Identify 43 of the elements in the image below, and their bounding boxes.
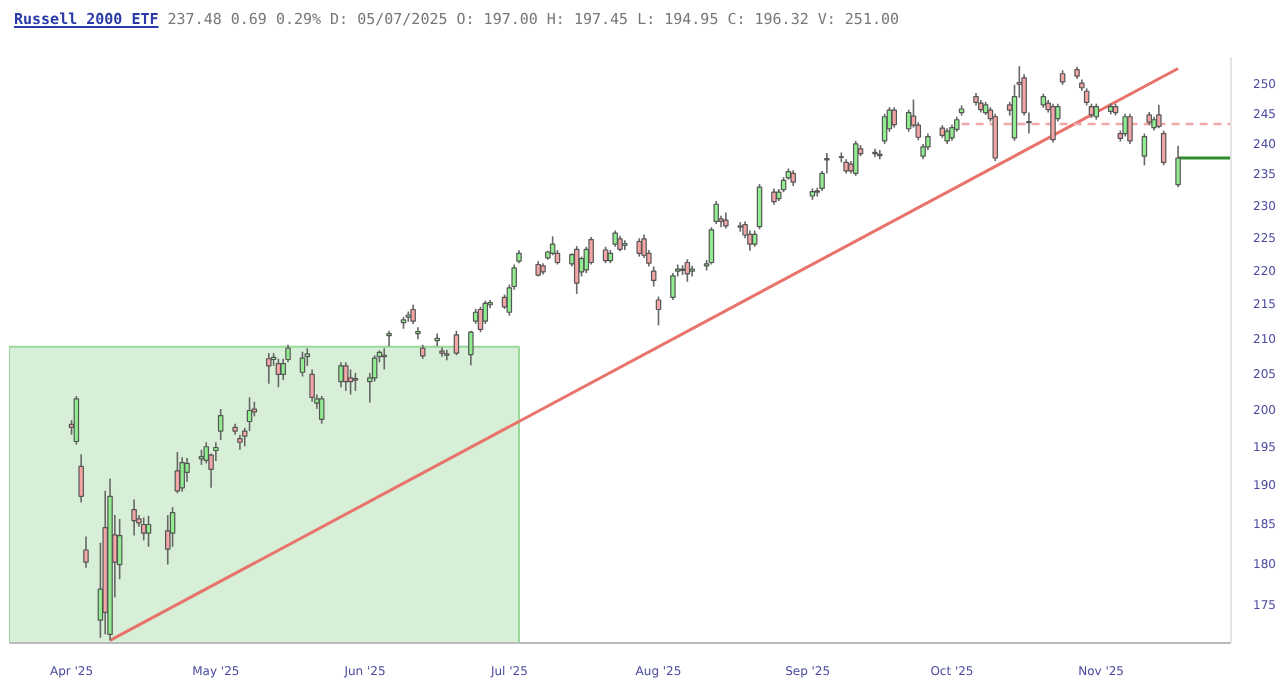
candlestick [179, 456, 185, 493]
candlestick [73, 395, 80, 446]
candlestick [386, 330, 392, 347]
candlestick [1141, 132, 1148, 167]
candlestick [145, 515, 152, 548]
candlestick [636, 237, 643, 258]
candlestick [881, 112, 888, 145]
candlestick [468, 330, 474, 366]
candlestick [203, 441, 210, 465]
candlestick [713, 200, 719, 225]
candlestick [415, 326, 421, 340]
candlestick [588, 236, 594, 266]
candlestick [309, 368, 315, 403]
candlestick [877, 149, 883, 161]
candlestick [737, 221, 744, 233]
candlestick [347, 368, 354, 396]
candlestick [670, 272, 676, 301]
candlestick [650, 265, 657, 288]
candlestick [165, 514, 171, 566]
candlestick [756, 183, 763, 230]
candlestick [1175, 144, 1181, 188]
candlestick [131, 498, 137, 537]
candlestick [338, 361, 344, 389]
candlestick [747, 229, 753, 252]
candlestick [641, 233, 647, 259]
candlestick [299, 350, 306, 378]
candlestick [217, 408, 224, 441]
candlestick [410, 303, 416, 325]
candlestick [266, 352, 272, 385]
candlestick [434, 332, 440, 347]
candlestick [891, 106, 897, 129]
candlestick [655, 295, 662, 327]
candlestick [381, 347, 388, 371]
candlestick [1122, 112, 1128, 138]
candlestick [78, 453, 84, 504]
candlestick [213, 441, 219, 462]
candlestick [549, 235, 556, 257]
candlestick [578, 255, 585, 278]
candlestick [343, 361, 349, 392]
candlestick [83, 535, 89, 569]
candlestick [708, 226, 715, 266]
candlestick [453, 330, 460, 357]
candlestick [1160, 129, 1167, 167]
